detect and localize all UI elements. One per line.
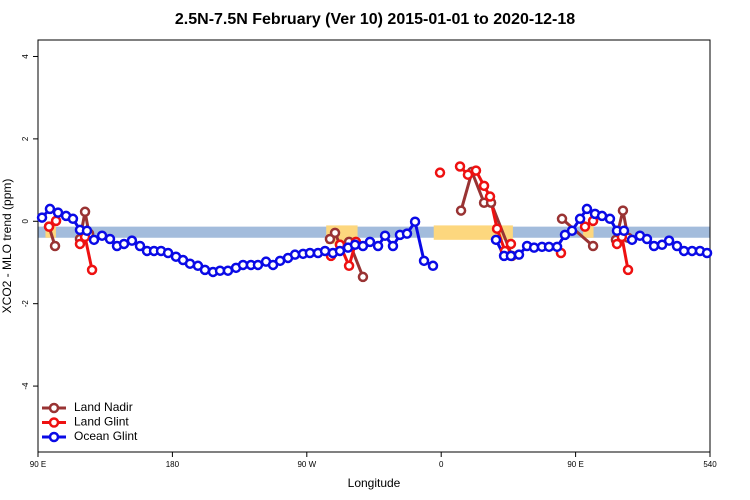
data-point <box>566 225 578 237</box>
data-point <box>343 260 355 272</box>
data-point <box>626 234 638 246</box>
data-point <box>434 167 446 178</box>
data-point <box>134 240 146 252</box>
data-point <box>556 213 568 225</box>
data-point <box>349 239 361 251</box>
data-point <box>86 264 98 276</box>
data-point <box>490 234 502 246</box>
x-tick-label: 0 <box>439 460 444 469</box>
data-point <box>81 225 93 237</box>
data-point <box>387 240 399 252</box>
data-point <box>470 165 482 176</box>
data-point <box>49 240 61 252</box>
legend-label: Land Glint <box>74 415 129 429</box>
legend-marker <box>48 402 60 414</box>
data-point <box>579 221 591 232</box>
data-point <box>581 203 593 215</box>
data-point <box>478 180 490 192</box>
data-point <box>401 228 413 239</box>
data-point <box>50 215 62 227</box>
data-point <box>364 236 376 248</box>
y-tick-label: -4 <box>21 382 30 390</box>
reference-band <box>38 226 710 238</box>
data-point <box>618 225 630 237</box>
data-point <box>551 241 563 253</box>
data-point <box>199 264 211 276</box>
series-line <box>561 217 595 248</box>
shaded-region <box>583 225 594 238</box>
data-point <box>455 205 467 216</box>
legend-marker <box>48 417 60 428</box>
legend-label: Ocean Glint <box>74 429 138 443</box>
data-point <box>622 264 634 276</box>
y-axis-label: XCO2 - MLO trend (ppm) <box>0 179 14 314</box>
data-point <box>44 203 56 215</box>
data-point <box>641 233 653 245</box>
x-tick-label: 540 <box>703 460 717 469</box>
data-point <box>252 259 264 271</box>
y-tick-label: 0 <box>21 219 30 224</box>
data-point <box>222 265 234 276</box>
data-point <box>329 227 341 239</box>
data-point <box>427 260 439 272</box>
y-tick-label: 4 <box>21 54 30 59</box>
data-point <box>79 206 91 218</box>
data-point <box>611 238 623 250</box>
data-point <box>418 255 430 267</box>
data-point <box>505 238 517 250</box>
data-point <box>74 238 86 250</box>
data-point <box>617 205 629 216</box>
x-tick-label: 90 E <box>567 460 583 469</box>
data-point <box>491 223 503 234</box>
data-point <box>372 240 384 252</box>
plot-frame <box>37 39 711 453</box>
data-point <box>379 230 391 241</box>
legend-label: Land Nadir <box>74 400 133 414</box>
data-point <box>304 247 316 259</box>
data-point <box>574 213 586 225</box>
x-axis-label: Longitude <box>348 476 401 490</box>
data-point <box>678 245 690 257</box>
data-point <box>587 240 599 252</box>
x-tick-label: 90 E <box>30 460 46 469</box>
data-point <box>36 212 48 223</box>
data-point <box>671 240 683 252</box>
data-point <box>701 247 713 259</box>
data-point <box>409 216 421 227</box>
data-point <box>126 235 138 246</box>
chart-title: 2.5N-7.5N February (Ver 10) 2015-01-01 t… <box>175 11 575 28</box>
y-tick-label: -2 <box>21 300 30 308</box>
data-point <box>43 221 55 232</box>
data-point <box>484 191 496 202</box>
data-point <box>334 245 346 257</box>
data-point <box>52 207 64 218</box>
data-point <box>88 234 100 246</box>
data-point <box>462 169 474 180</box>
data-point <box>663 235 675 246</box>
data-point <box>289 249 301 260</box>
legend-marker <box>48 431 60 443</box>
data-point <box>513 249 525 260</box>
data-point <box>104 233 116 245</box>
data-point <box>543 241 555 253</box>
y-tick-label: 2 <box>21 136 30 141</box>
data-point <box>648 240 660 252</box>
data-point <box>357 271 369 283</box>
data-point <box>162 247 174 259</box>
data-point <box>454 161 466 172</box>
data-point <box>67 213 79 225</box>
data-point <box>505 250 517 262</box>
x-tick-label: 90 W <box>297 460 316 469</box>
x-tick-label: 180 <box>166 460 180 469</box>
data-point <box>604 213 616 225</box>
